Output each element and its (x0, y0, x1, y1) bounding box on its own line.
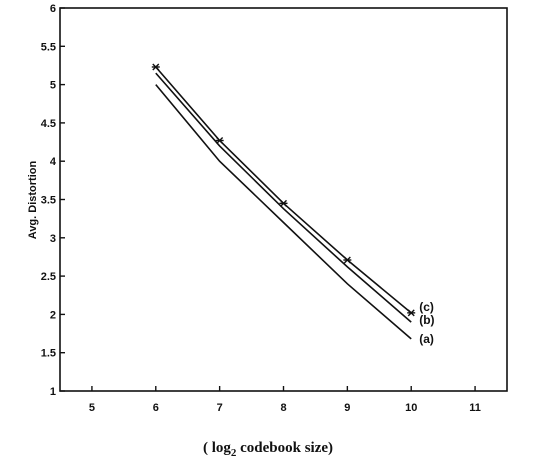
x-axis-title-open: ( log (203, 440, 231, 456)
plot-border (60, 8, 507, 391)
x-axis-title: ( log2 codebook size) (203, 440, 333, 459)
series-label: (c) (419, 300, 434, 314)
series-label: (b) (419, 313, 434, 327)
star-marker (407, 310, 415, 316)
y-tick-label: 2 (50, 309, 56, 321)
series-line (156, 67, 411, 313)
y-tick-label: 4 (50, 156, 57, 168)
y-axis-ticks: 1 1.5 2 2.5 3 3.5 4 4.5 5 5.5 6 (41, 3, 65, 398)
x-tick-label: 11 (469, 402, 481, 414)
y-tick-label: 5 (50, 80, 56, 92)
series-label: (a) (419, 332, 434, 346)
star-marker (343, 257, 351, 263)
y-tick-label: 4.5 (41, 118, 56, 130)
plot-frame (60, 8, 507, 391)
y-tick-label: 3.5 (41, 195, 56, 207)
star-marker (152, 64, 160, 70)
y-tick-label: 1 (50, 386, 56, 398)
x-tick-label: 5 (89, 402, 95, 414)
y-axis-title: Avg. Distortion (27, 161, 39, 240)
x-tick-label: 7 (217, 402, 223, 414)
star-marker (216, 138, 224, 144)
y-tick-label: 5.5 (41, 41, 56, 53)
x-tick-label: 10 (405, 402, 417, 414)
series-line (156, 85, 411, 339)
x-axis-title-close: codebook size) (236, 440, 333, 456)
y-tick-label: 3 (50, 233, 56, 245)
x-tick-label: 8 (280, 402, 286, 414)
y-tick-label: 2.5 (41, 271, 56, 283)
x-tick-label: 6 (153, 402, 159, 414)
y-tick-label: 1.5 (41, 348, 56, 360)
star-marker (280, 200, 288, 206)
x-tick-label: 9 (344, 402, 350, 414)
series-labels: (a) (b)(c) (419, 300, 434, 346)
series-layer (152, 64, 415, 339)
y-tick-label: 6 (50, 3, 56, 15)
